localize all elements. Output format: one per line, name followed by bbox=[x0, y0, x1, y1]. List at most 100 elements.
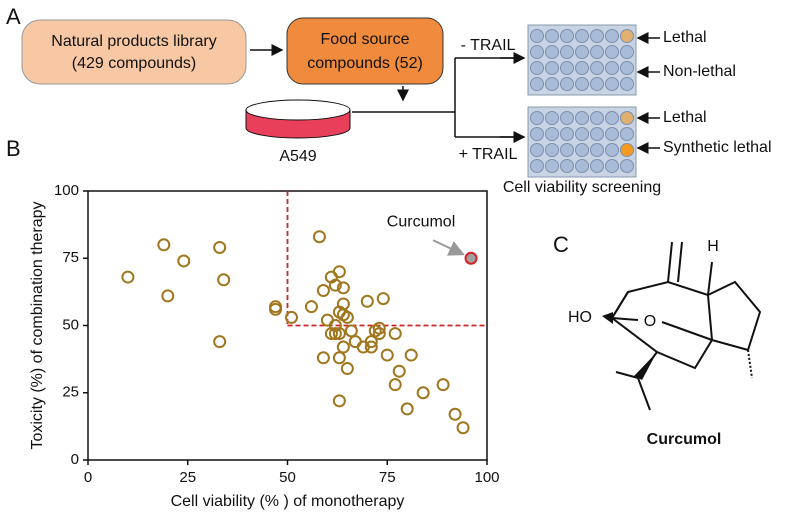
well bbox=[575, 45, 589, 59]
well bbox=[530, 45, 544, 59]
point bbox=[416, 386, 430, 400]
well bbox=[620, 45, 634, 59]
point bbox=[177, 254, 191, 268]
well bbox=[575, 143, 589, 157]
y-tick-label: 25 bbox=[62, 384, 79, 401]
point bbox=[364, 335, 378, 349]
plates bbox=[527, 24, 637, 178]
panel-label: C bbox=[553, 232, 569, 257]
well bbox=[590, 61, 604, 75]
well bbox=[605, 45, 619, 59]
point bbox=[316, 351, 330, 365]
well bbox=[575, 127, 589, 141]
well bbox=[560, 159, 574, 173]
condition: + TRAIL bbox=[459, 146, 518, 163]
well bbox=[575, 77, 589, 91]
scatter-chart: 0 25 50 75 100 0 25 50 75 100 Cell viability (% ) … bbox=[29, 182, 499, 510]
well bbox=[530, 159, 544, 173]
well bbox=[605, 77, 619, 91]
y-tick-label: 0 bbox=[71, 451, 79, 468]
point bbox=[456, 421, 470, 435]
well bbox=[605, 127, 619, 141]
well bbox=[575, 29, 589, 43]
box-text: (429 compounds) bbox=[72, 55, 197, 72]
well bbox=[605, 111, 619, 125]
atom: HO bbox=[568, 309, 592, 326]
y-tick-label: 75 bbox=[62, 249, 79, 266]
point bbox=[304, 300, 318, 314]
point bbox=[328, 327, 342, 341]
well bbox=[620, 29, 634, 43]
well bbox=[605, 61, 619, 75]
point bbox=[376, 292, 390, 306]
well bbox=[560, 29, 574, 43]
well bbox=[590, 127, 604, 141]
point bbox=[388, 378, 402, 392]
well bbox=[530, 61, 544, 75]
y-tick-label: 50 bbox=[62, 316, 79, 333]
well bbox=[590, 111, 604, 125]
point bbox=[372, 327, 386, 341]
library-box bbox=[21, 19, 247, 85]
point bbox=[448, 407, 462, 421]
well bbox=[560, 61, 574, 75]
point bbox=[392, 364, 406, 378]
well bbox=[530, 127, 544, 141]
point bbox=[269, 302, 283, 316]
point bbox=[332, 394, 346, 408]
point bbox=[312, 230, 326, 244]
point bbox=[161, 289, 175, 303]
plate-label: Lethal bbox=[663, 109, 707, 126]
well bbox=[530, 111, 544, 125]
point bbox=[344, 324, 358, 338]
well bbox=[620, 77, 634, 91]
well bbox=[590, 77, 604, 91]
plate-arrows bbox=[636, 32, 660, 154]
well bbox=[620, 111, 634, 125]
panel-label: A bbox=[6, 4, 21, 29]
well bbox=[530, 77, 544, 91]
wedge bbox=[602, 312, 613, 324]
well bbox=[590, 45, 604, 59]
point bbox=[213, 335, 227, 349]
structure bbox=[610, 241, 762, 411]
well bbox=[590, 159, 604, 173]
well bbox=[530, 29, 544, 43]
point bbox=[348, 335, 362, 349]
well bbox=[560, 127, 574, 141]
x-axis-label: Cell viability (% ) of monotherapy bbox=[171, 493, 405, 510]
well bbox=[575, 159, 589, 173]
box-text: compounds (52) bbox=[307, 55, 423, 72]
well bbox=[545, 77, 559, 91]
point bbox=[320, 313, 334, 327]
plate-label: Lethal bbox=[663, 29, 707, 46]
atom: O bbox=[644, 313, 656, 330]
point bbox=[380, 348, 394, 362]
highlight-point bbox=[464, 251, 478, 265]
well bbox=[545, 159, 559, 173]
point bbox=[332, 351, 346, 365]
y-tick-label: 100 bbox=[54, 182, 79, 199]
point bbox=[340, 310, 354, 324]
well bbox=[560, 143, 574, 157]
branch bbox=[352, 57, 523, 138]
point bbox=[284, 310, 298, 324]
well bbox=[545, 29, 559, 43]
x-tick-label: 75 bbox=[379, 469, 396, 486]
x-tick-label: 50 bbox=[279, 469, 296, 486]
x-tick-label: 25 bbox=[179, 469, 196, 486]
point bbox=[332, 265, 346, 279]
well bbox=[560, 77, 574, 91]
compound-name: Curcumol bbox=[647, 431, 722, 448]
point bbox=[121, 270, 135, 284]
point bbox=[340, 362, 354, 376]
y-axis-label: Toxicity (%) of combination therapy bbox=[29, 201, 46, 449]
point bbox=[388, 327, 402, 341]
wedge bbox=[634, 352, 657, 380]
point bbox=[436, 378, 450, 392]
point bbox=[157, 238, 171, 252]
x-tick-label: 0 bbox=[84, 469, 92, 486]
well bbox=[620, 61, 634, 75]
annotation-arrow bbox=[432, 239, 465, 256]
